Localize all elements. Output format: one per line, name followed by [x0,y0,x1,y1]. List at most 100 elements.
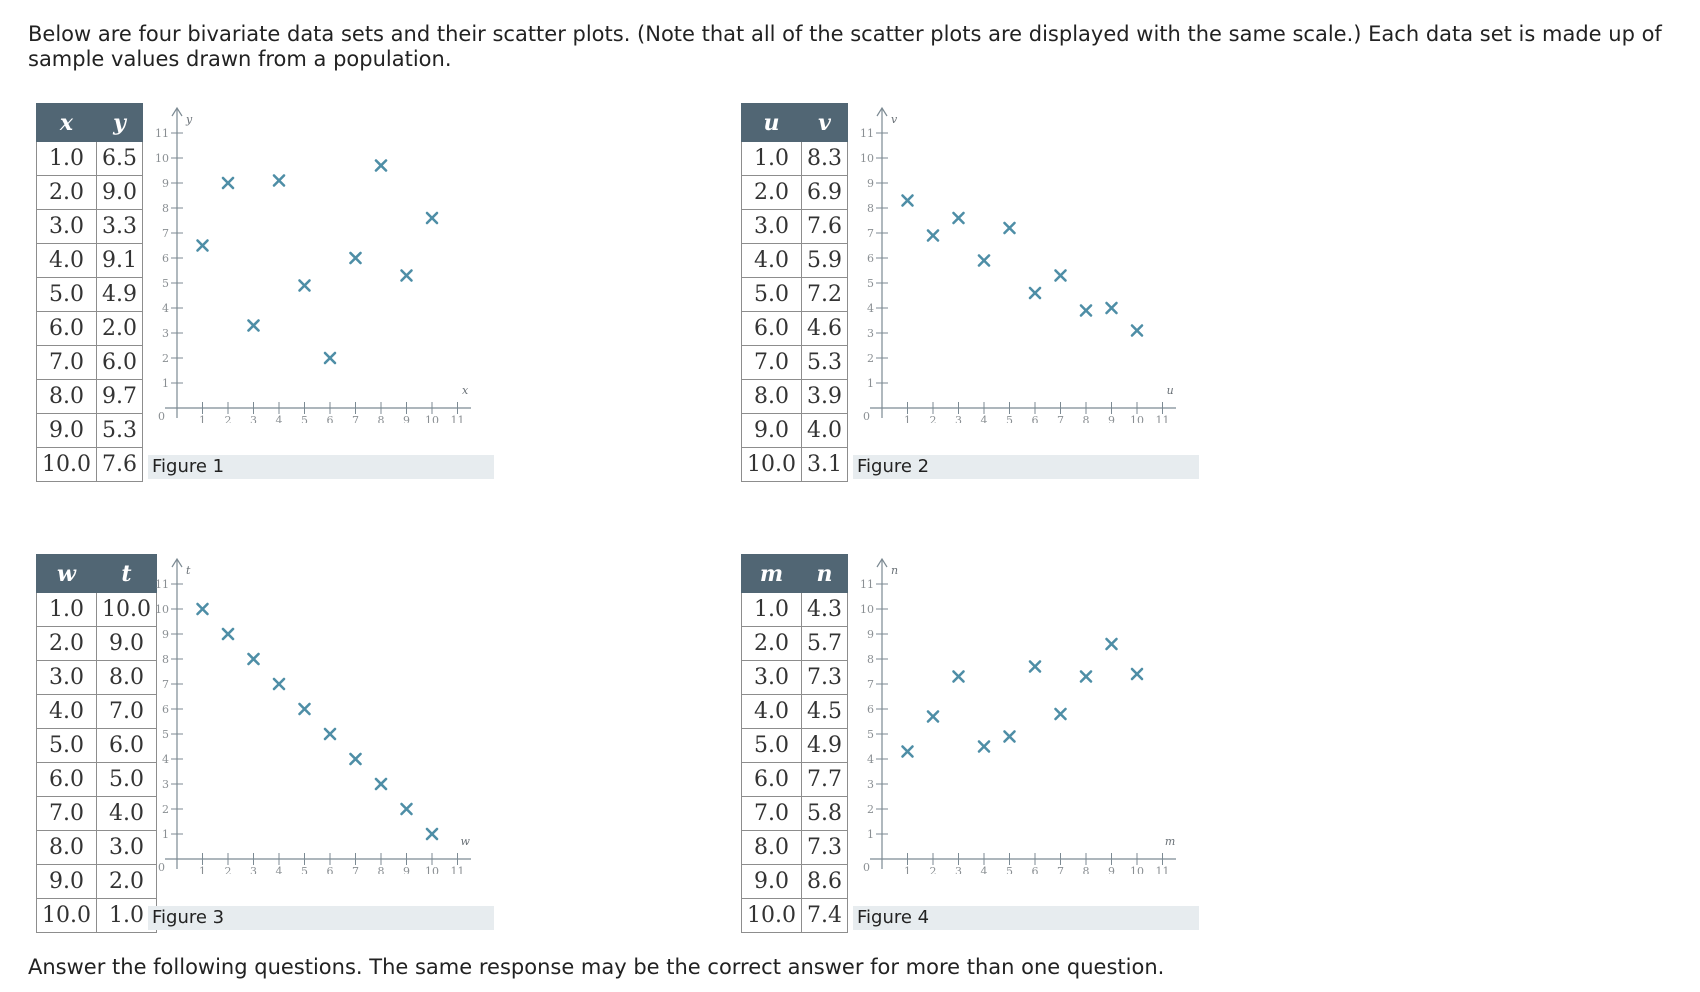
y-axis-arrow [876,557,888,568]
y-tick-label: 1 [867,828,874,841]
cell-y-value: 2.0 [95,311,143,346]
x-tick-label: 1 [199,865,206,874]
x-tick-label: 10 [425,865,439,874]
y-tick-label: 11 [155,578,169,591]
cell-x-value: 2.0 [36,626,97,661]
y-tick-label: 7 [162,678,169,691]
origin-label: 0 [158,861,165,874]
data-point [1079,670,1093,683]
table-row: 4.0 5.9 [741,243,848,278]
y-tick-label: 5 [162,277,169,290]
dataset-panel-4: m n 1.0 4.3 2.0 5.7 3.0 7.3 4.0 4.5 5.0 4.9 6.0 7.7 7.… [741,554,1241,939]
x-tick-label: 2 [930,865,937,874]
data-point [1028,286,1042,300]
cell-y-value: 4.3 [800,592,848,627]
cell-y-value: 4.6 [800,311,848,346]
x-tick-label: 1 [199,414,206,423]
x-axis-label: m [1165,835,1175,848]
data-point [374,777,388,791]
y-tick-label: 1 [867,377,874,390]
x-tick-label: 10 [425,414,439,423]
data-point [298,279,311,292]
origin-label: 0 [158,410,165,423]
table-row: 4.0 9.1 [36,243,143,278]
table-row: 10.0 7.4 [741,898,848,933]
cell-x-value: 6.0 [36,311,97,346]
cell-x-value: 9.0 [741,864,802,899]
data-point [221,627,235,641]
data-point [952,670,965,683]
x-tick-label: 8 [1083,414,1090,423]
data-point [349,251,362,265]
y-tick-label: 5 [867,728,874,741]
column-header-y: t [95,554,157,593]
y-axis-arrow [171,106,183,117]
x-tick-label: 7 [1057,865,1064,874]
table-row: 6.0 2.0 [36,311,143,346]
cell-y-value: 8.6 [800,864,848,899]
y-tick-label: 8 [162,202,169,215]
table-row: 10.0 3.1 [741,447,848,482]
table-row: 5.0 7.2 [741,277,848,312]
cell-y-value: 4.9 [800,728,848,763]
cell-x-value: 7.0 [36,796,97,831]
y-tick-label: 10 [860,603,874,616]
cell-y-value: 7.2 [800,277,848,312]
cell-y-value: 7.6 [95,447,143,482]
x-tick-label: 10 [1130,865,1144,874]
y-tick-label: 8 [162,653,169,666]
table-row: 8.0 7.3 [741,830,848,865]
cell-x-value: 9.0 [741,413,802,448]
origin-label: 0 [863,410,870,423]
x-tick-label: 5 [1006,865,1013,874]
cell-x-value: 6.0 [36,762,97,797]
x-tick-label: 4 [981,414,988,423]
y-tick-label: 10 [155,152,169,165]
cell-y-value: 10.0 [95,592,157,627]
data-table: x y 1.0 6.5 2.0 9.0 3.0 3.3 4.0 9.1 5.0 4.9 6.0 2.0 7.… [36,103,143,482]
x-tick-label: 7 [352,865,359,874]
cell-x-value: 8.0 [36,830,97,865]
x-tick-label: 9 [403,865,410,874]
cell-y-value: 9.7 [95,379,143,414]
data-point [1105,637,1118,651]
x-tick-label: 6 [1032,414,1039,423]
cell-y-value: 5.7 [800,626,848,661]
intro-text: Below are four bivariate data sets and t… [28,22,1662,71]
cell-x-value: 4.0 [36,243,97,278]
cell-x-value: 7.0 [36,345,97,380]
y-axis-arrow [171,557,183,568]
data-point [196,239,209,252]
cell-y-value: 8.0 [95,660,157,695]
column-header-x: u [741,103,802,142]
cell-y-value: 8.3 [800,141,848,176]
dataset-panel-1: x y 1.0 6.5 2.0 9.0 3.0 3.3 4.0 9.1 5.0 4.9 6.0 2.0 7.… [36,103,536,488]
data-point [247,652,260,666]
table-row: 3.0 7.6 [741,209,848,244]
data-point [926,229,940,242]
data-table: m n 1.0 4.3 2.0 5.7 3.0 7.3 4.0 4.5 5.0 4.9 6.0 7.7 7.… [741,554,848,933]
cell-y-value: 3.9 [800,379,848,414]
cell-x-value: 7.0 [741,345,802,380]
data-point [374,159,388,172]
x-tick-label: 5 [301,865,308,874]
data-point [400,802,413,816]
y-tick-label: 1 [162,377,169,390]
table-row: 8.0 9.7 [36,379,143,414]
cell-x-value: 5.0 [741,277,802,312]
cell-y-value: 4.0 [800,413,848,448]
cell-x-value: 9.0 [36,864,97,899]
data-point [272,174,286,187]
y-tick-label: 10 [860,152,874,165]
y-axis-arrow [876,106,888,117]
column-header-y: v [800,103,848,142]
y-axis-label: y [185,113,193,126]
data-point [221,176,235,190]
x-tick-label: 9 [1108,414,1115,423]
column-header-x: x [36,103,97,142]
cell-x-value: 10.0 [741,898,802,933]
cell-x-value: 2.0 [741,175,802,210]
dataset-panel-3: w t 1.0 10.0 2.0 9.0 3.0 8.0 4.0 7.0 5.0 6.0 6.0 5.0 7… [36,554,536,939]
table-row: 9.0 4.0 [741,413,848,448]
